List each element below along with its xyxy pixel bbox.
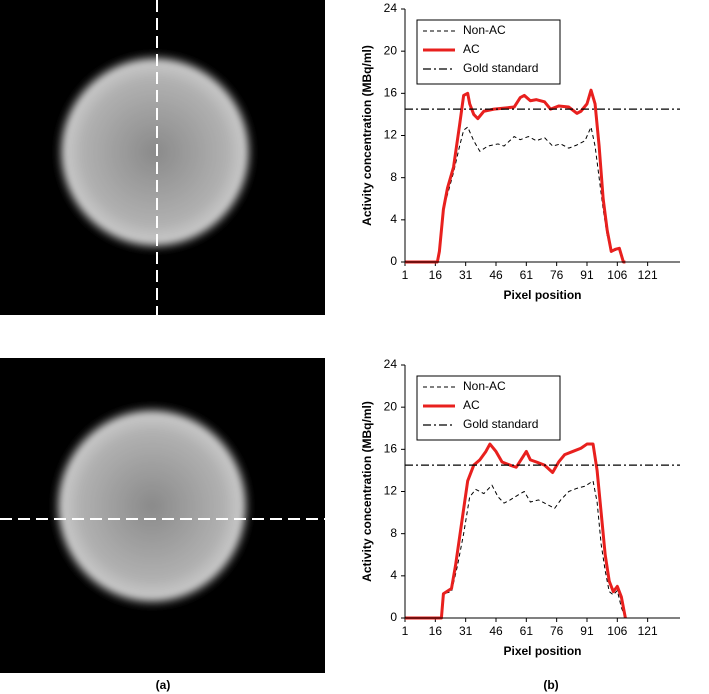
y-tick-label: 12 [384, 128, 398, 142]
legend-label: Gold standard [463, 61, 538, 75]
y-tick-label: 24 [384, 357, 398, 371]
y-axis-label: Activity concentration (MBq/ml) [360, 401, 374, 582]
image-top [0, 0, 325, 315]
x-tick-label: 91 [580, 624, 594, 638]
legend-label: Non-AC [463, 379, 506, 393]
x-tick-label: 76 [550, 624, 564, 638]
y-tick-label: 16 [384, 86, 398, 100]
series-line [405, 88, 626, 264]
x-tick-label: 76 [550, 268, 564, 282]
x-tick-label: 16 [429, 268, 443, 282]
y-tick-label: 20 [384, 43, 398, 57]
legend-label: Non-AC [463, 23, 506, 37]
y-tick-label: 0 [390, 254, 397, 268]
x-tick-label: 61 [520, 268, 534, 282]
series-line [405, 126, 624, 263]
legend-label: AC [463, 42, 480, 56]
x-tick-label: 31 [459, 624, 473, 638]
y-tick-label: 0 [390, 610, 397, 624]
y-axis-label: Activity concentration (MBq/ml) [360, 45, 374, 226]
series-line [405, 480, 626, 619]
y-tick-label: 20 [384, 399, 398, 413]
y-tick-label: 12 [384, 484, 398, 498]
y-tick-label: 16 [384, 442, 398, 456]
x-tick-label: 46 [489, 624, 503, 638]
x-tick-label: 106 [607, 268, 627, 282]
x-tick-label: 1 [402, 268, 409, 282]
image-bottom [0, 358, 325, 673]
x-tick-label: 61 [520, 624, 534, 638]
x-tick-label: 1 [402, 624, 409, 638]
x-axis-label: Pixel position [503, 644, 581, 658]
y-tick-label: 4 [390, 568, 397, 582]
series-line [405, 442, 627, 620]
x-tick-label: 16 [429, 624, 443, 638]
legend-label: Gold standard [463, 417, 538, 431]
legend-label: AC [463, 398, 480, 412]
x-axis-label: Pixel position [503, 288, 581, 302]
y-tick-label: 8 [390, 526, 397, 540]
x-tick-label: 106 [607, 624, 627, 638]
y-tick-label: 24 [384, 1, 398, 15]
y-tick-label: 4 [390, 212, 397, 226]
x-tick-label: 91 [580, 268, 594, 282]
panel-label: (a) [156, 678, 171, 692]
x-tick-label: 46 [489, 268, 503, 282]
x-tick-label: 121 [638, 268, 658, 282]
panel-label: (b) [543, 678, 558, 692]
x-tick-label: 31 [459, 268, 473, 282]
x-tick-label: 121 [638, 624, 658, 638]
y-tick-label: 8 [390, 170, 397, 184]
